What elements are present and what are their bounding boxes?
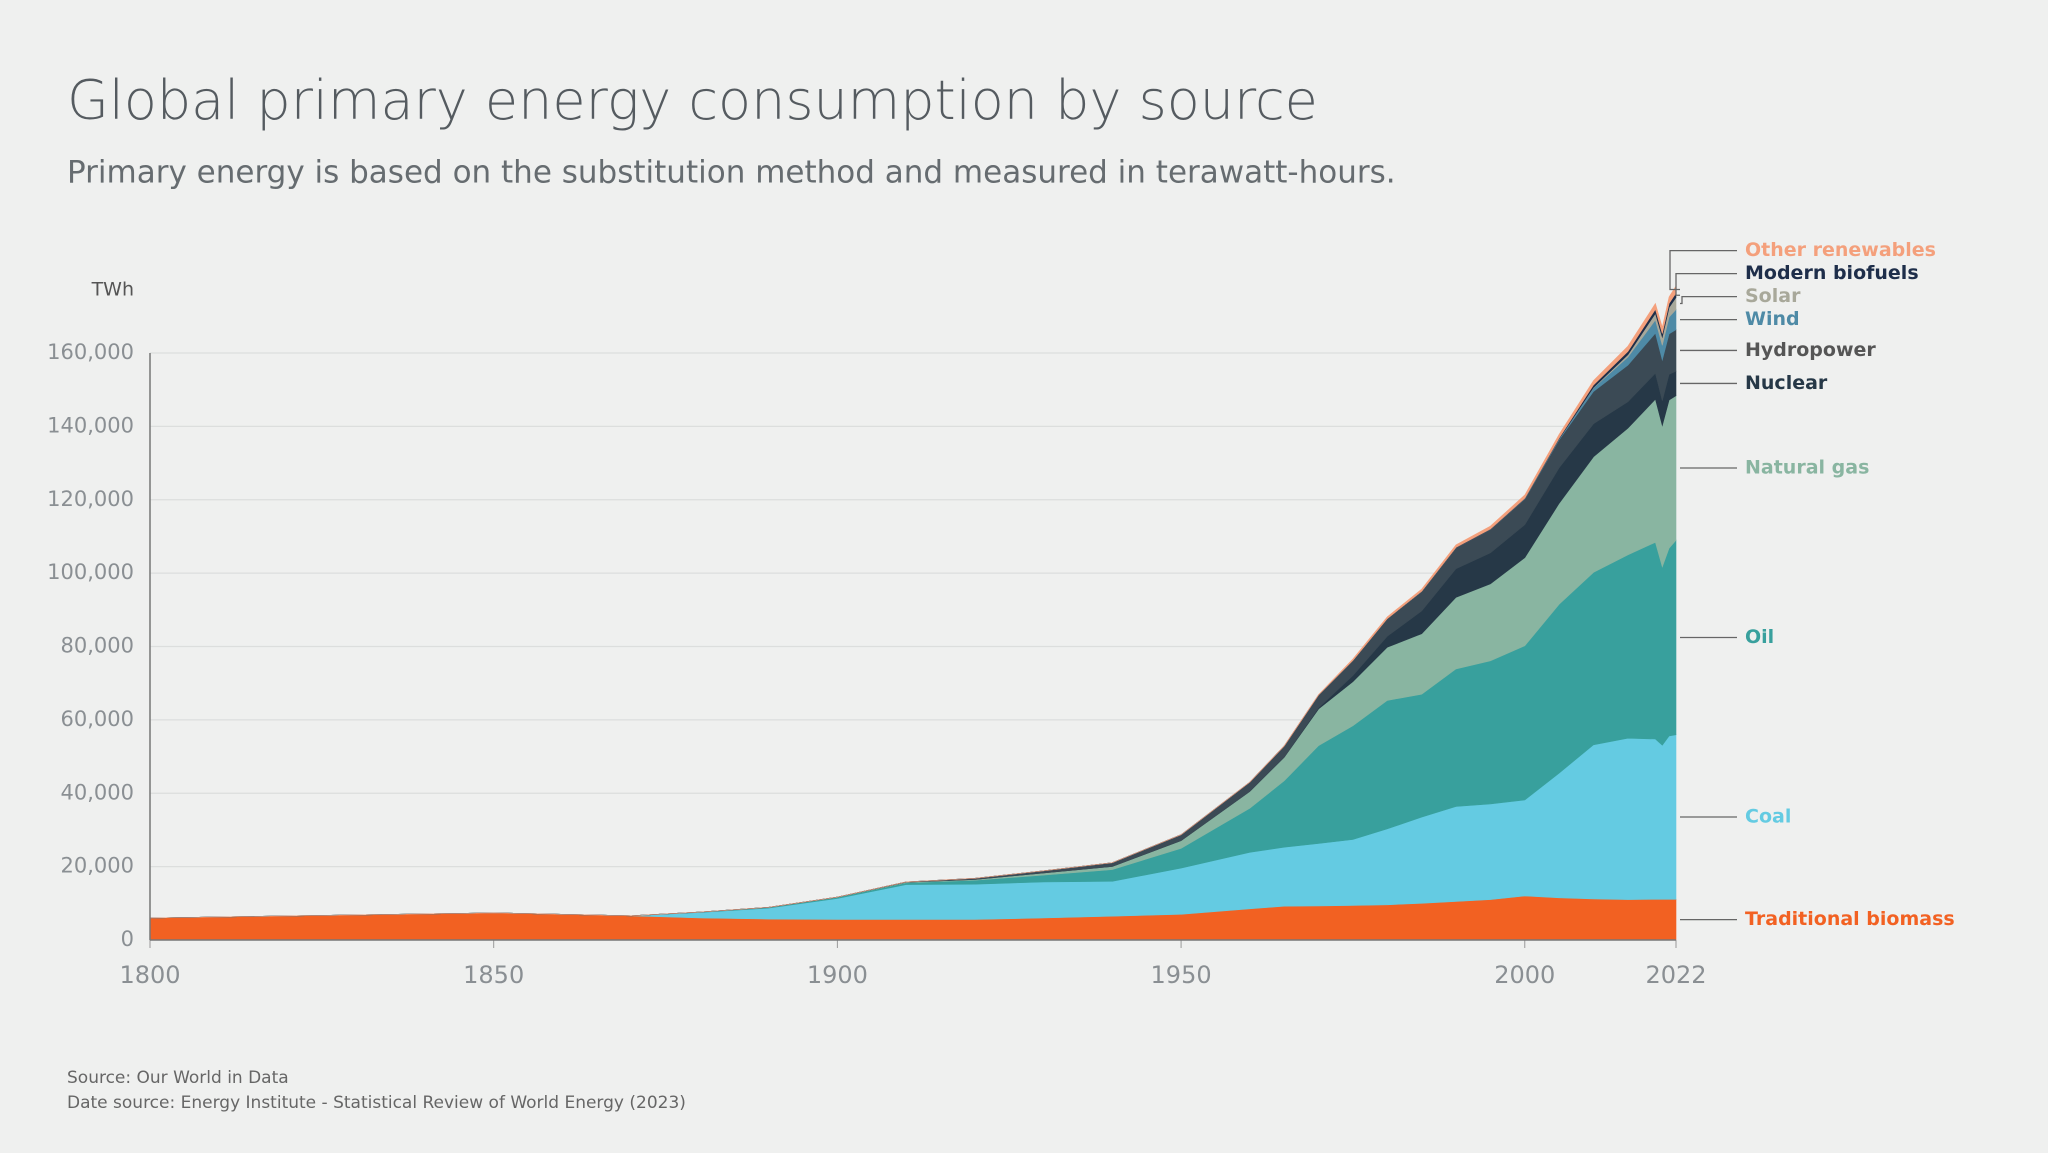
data-source: Date source: Energy Institute - Statisti… (67, 1093, 686, 1113)
y-tick-label: 0 (121, 927, 134, 951)
legend-label: Wind (1745, 308, 1800, 330)
x-tick-label: 2000 (1494, 961, 1555, 989)
x-tick-label: 1800 (119, 961, 180, 989)
axes: 0 20,000 40,000 60,000 80,000 100,000 120,000 1… (47, 239, 1955, 989)
legend-label: Other renewables (1745, 239, 1936, 261)
legend-label: Nuclear (1745, 372, 1828, 394)
chart-title: Global primary energy consumption by sou… (67, 69, 1318, 132)
legend-label: Coal (1745, 806, 1791, 828)
legend-label: Hydropower (1745, 339, 1876, 361)
y-tick-label: 40,000 (61, 780, 134, 804)
grid (150, 352, 1676, 941)
x-tick-label: 1850 (463, 961, 524, 989)
x-tick-label: 1950 (1151, 961, 1212, 989)
y-tick-label: 160,000 (47, 340, 134, 364)
y-tick-label: 140,000 (47, 413, 134, 437)
x-tick-label: 2022 (1645, 961, 1706, 989)
chart-subtitle: Primary energy is based on the substitut… (67, 155, 1396, 191)
leader-line (1675, 272, 1737, 296)
y-tick-label: 80,000 (61, 634, 134, 658)
x-tick-label: 1900 (807, 961, 868, 989)
y-axis-label: TWh (91, 279, 134, 301)
y-tick-label: 100,000 (47, 560, 134, 584)
leader-line (1680, 295, 1737, 305)
source: Source: Our World in Data (67, 1068, 289, 1088)
y-tick-label: 60,000 (61, 707, 134, 731)
leader-line (1669, 249, 1737, 291)
legend-label: Traditional biomass (1745, 908, 1955, 930)
legend-label: Oil (1745, 626, 1774, 648)
legend-label: Modern biofuels (1745, 262, 1919, 284)
y-tick-label: 120,000 (47, 487, 134, 511)
legend-label: Natural gas (1745, 457, 1869, 479)
legend-label: Solar (1745, 285, 1801, 307)
areas (149, 284, 1677, 941)
y-tick-label: 20,000 (61, 854, 134, 878)
